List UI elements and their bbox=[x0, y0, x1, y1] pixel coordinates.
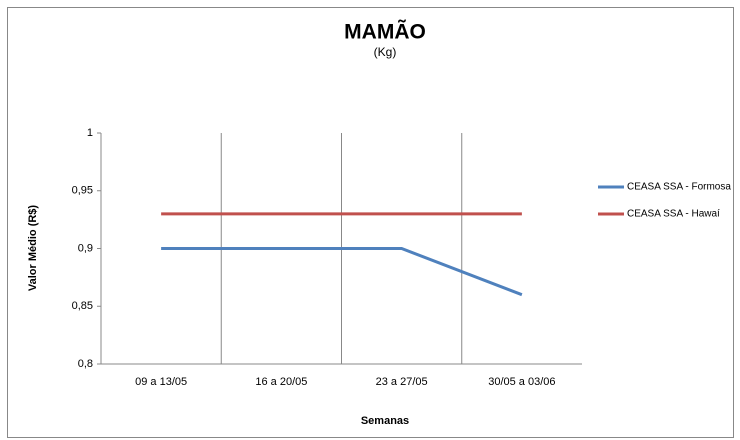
legend-label: CEASA SSA - Formosa bbox=[627, 182, 731, 193]
x-axis-label: Semanas bbox=[361, 415, 409, 427]
chart-border bbox=[7, 7, 734, 438]
y-axis-label: Valor Médio (R$) bbox=[27, 205, 39, 292]
y-tick-label: 1 bbox=[87, 127, 93, 139]
series-line bbox=[161, 247, 523, 297]
x-tick-label: 23 a 27/05 bbox=[376, 376, 428, 388]
x-tick-label: 30/05 a 03/06 bbox=[488, 376, 555, 388]
y-tick-label: 0,85 bbox=[72, 300, 93, 312]
x-tick-label: 16 a 20/05 bbox=[255, 376, 307, 388]
y-tick-label: 0,95 bbox=[72, 185, 93, 197]
chart-subtitle: (Kg) bbox=[374, 45, 397, 59]
y-tick-label: 0,8 bbox=[78, 358, 93, 370]
chart-title: MAMÃO bbox=[344, 21, 426, 44]
x-tick-label: 09 a 13/05 bbox=[135, 376, 187, 388]
legend-label: CEASA SSA - Hawaí bbox=[627, 209, 720, 220]
y-tick-label: 0,9 bbox=[78, 242, 93, 254]
